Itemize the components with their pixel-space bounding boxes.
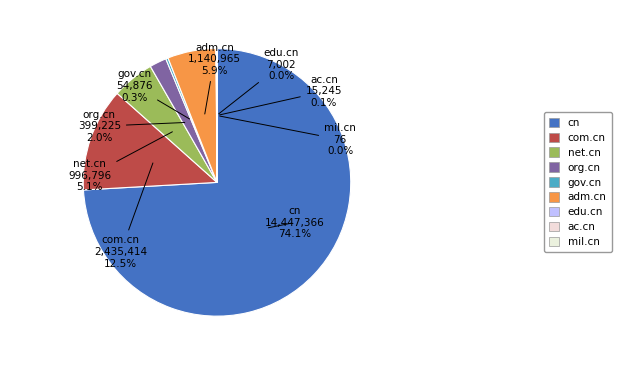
Text: com.cn
2,435,414
12.5%: com.cn 2,435,414 12.5% [94, 163, 153, 269]
Wedge shape [168, 49, 217, 182]
Text: net.cn
996,796
5.1%: net.cn 996,796 5.1% [68, 132, 172, 192]
Text: ac.cn
15,245
0.1%: ac.cn 15,245 0.1% [219, 75, 342, 115]
Text: gov.cn
54,876
0.3%: gov.cn 54,876 0.3% [116, 70, 190, 119]
Wedge shape [83, 93, 217, 190]
Text: cn
14,447,366
74.1%: cn 14,447,366 74.1% [265, 206, 324, 239]
Wedge shape [166, 58, 217, 182]
Wedge shape [151, 59, 217, 182]
Text: org.cn
399,225
2.0%: org.cn 399,225 2.0% [78, 109, 185, 143]
Wedge shape [216, 49, 217, 182]
Text: adm.cn
1,140,965
5.9%: adm.cn 1,140,965 5.9% [188, 43, 241, 114]
Text: edu.cn
7,002
0.0%: edu.cn 7,002 0.0% [219, 48, 299, 114]
Wedge shape [84, 49, 351, 316]
Wedge shape [216, 49, 217, 182]
Wedge shape [117, 66, 217, 182]
Legend: cn, com.cn, net.cn, org.cn, gov.cn, adm.cn, edu.cn, ac.cn, mil.cn: cn, com.cn, net.cn, org.cn, gov.cn, adm.… [544, 112, 612, 252]
Text: mil.cn
76
0.0%: mil.cn 76 0.0% [219, 116, 356, 156]
